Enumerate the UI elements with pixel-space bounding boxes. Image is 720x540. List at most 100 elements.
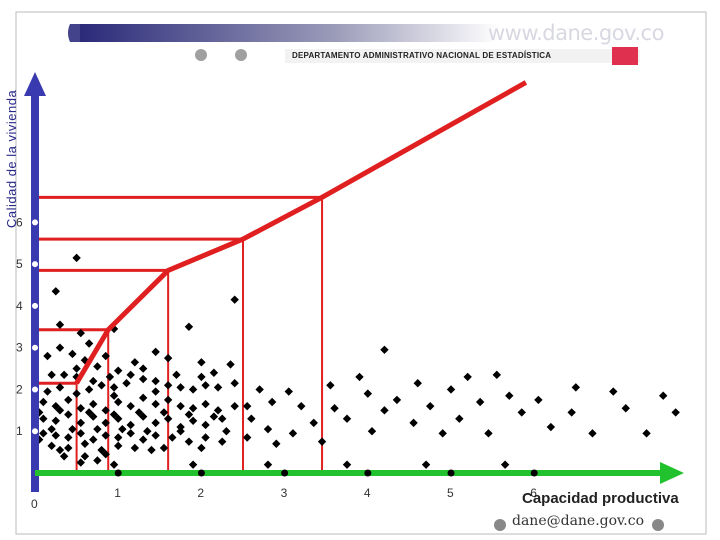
- scatter-point: [89, 376, 98, 386]
- x-tick-label: 6: [530, 486, 537, 500]
- scatter-point: [176, 383, 185, 392]
- scatter-point: [51, 287, 61, 296]
- scatter-point: [230, 401, 239, 411]
- scatter-point: [201, 381, 210, 390]
- scatter-point: [188, 416, 198, 425]
- scatter-point: [59, 370, 69, 380]
- scatter-point: [101, 351, 110, 361]
- scatter-point: [438, 429, 447, 438]
- y-tick-dot: [31, 343, 39, 352]
- department-name: DEPARTAMENTO ADMINISTRATIVO NACIONAL DE …: [292, 51, 552, 60]
- scatter-point: [197, 443, 206, 453]
- scatter-point: [151, 431, 160, 440]
- scatter-point: [255, 385, 264, 394]
- scatter-point: [147, 445, 156, 455]
- banner-dot: [195, 49, 207, 61]
- scatter-point: [47, 441, 56, 451]
- y-tick-label: 1: [16, 424, 23, 438]
- x-tick-label: 2: [197, 486, 204, 500]
- scatter-point: [413, 378, 422, 388]
- scatter-point: [76, 328, 85, 338]
- scatter-point: [658, 391, 668, 400]
- scatter-point: [39, 429, 48, 438]
- scatter-point: [89, 412, 98, 421]
- scatter-point: [218, 414, 227, 423]
- scatter-point: [288, 429, 298, 438]
- y-tick-labels: 1 2 3 4 5 6: [16, 215, 39, 438]
- scatter-point: [51, 416, 61, 425]
- scatter-point: [455, 414, 464, 423]
- scatter-point: [242, 401, 252, 411]
- scatter-point: [105, 372, 115, 382]
- scatter-point: [188, 385, 198, 394]
- scatter-point: [84, 385, 94, 394]
- dane-logo: [612, 47, 638, 65]
- scatter-point: [222, 427, 231, 436]
- footer-dot: [494, 519, 506, 531]
- scatter-point: [80, 452, 90, 461]
- scatter-point: [317, 437, 327, 446]
- x-axis-arrow: [660, 462, 684, 484]
- scatter-point: [159, 443, 169, 453]
- scatter-point: [213, 383, 223, 392]
- scatter-point: [309, 418, 318, 428]
- scatter-point: [39, 414, 48, 423]
- y-tick-dot: [31, 427, 39, 436]
- scatter-point: [80, 439, 90, 448]
- x-tick-dot: [114, 469, 122, 477]
- scatter-point: [130, 443, 140, 453]
- scatter-point: [272, 439, 281, 448]
- scatter-point: [93, 362, 102, 371]
- scatter-point: [363, 389, 373, 398]
- scatter-point: [609, 387, 618, 396]
- scatter-point: [409, 418, 418, 428]
- x-tick-label: 3: [281, 486, 288, 500]
- scatter-point: [176, 427, 185, 436]
- scatter-point: [84, 339, 94, 348]
- scatter-point: [47, 370, 56, 380]
- scatter-point: [267, 397, 277, 407]
- scatter-point: [55, 343, 65, 352]
- scatter-point: [326, 381, 335, 390]
- scatter-point: [168, 433, 177, 442]
- scatter-point: [126, 370, 135, 380]
- scatter-point: [242, 433, 252, 442]
- scatter-point: [230, 295, 239, 304]
- scatter-point: [64, 433, 73, 442]
- scatter-point: [201, 399, 210, 409]
- scatter-point: [93, 456, 102, 465]
- x-tick-label: 1: [114, 486, 121, 500]
- scatter-point: [97, 381, 106, 390]
- y-tick-dot: [31, 385, 39, 394]
- site-url: www.dane.gov.co: [488, 21, 664, 45]
- scatter-point: [484, 429, 493, 438]
- scatter-point: [130, 358, 140, 367]
- scatter-points: [34, 253, 680, 469]
- scatter-point: [500, 460, 510, 469]
- scatter-point: [172, 370, 181, 380]
- scatter-point: [118, 424, 127, 434]
- scatter-point: [392, 395, 402, 405]
- scatter-point: [138, 393, 148, 403]
- scatter-point: [671, 408, 680, 417]
- scatter-point: [55, 445, 65, 455]
- scatter-point: [68, 424, 77, 434]
- scatter-point: [76, 404, 85, 413]
- scatter-point: [571, 383, 581, 392]
- scatter-point: [114, 397, 123, 407]
- scatter-point: [39, 397, 48, 407]
- scatter-point: [213, 406, 223, 415]
- scatter-point: [201, 420, 210, 430]
- scatter-point: [43, 387, 52, 396]
- scatter-point: [68, 349, 77, 359]
- y-tick-label: 2: [16, 382, 23, 396]
- scatter-point: [421, 460, 431, 469]
- scatter-point: [163, 395, 173, 405]
- scatter-point: [43, 351, 52, 361]
- x-tick-label: 0: [31, 497, 38, 511]
- y-tick-label: 6: [16, 215, 23, 229]
- scatter-point: [76, 429, 85, 438]
- scatter-point: [143, 427, 152, 436]
- banner-gradient: [80, 24, 640, 42]
